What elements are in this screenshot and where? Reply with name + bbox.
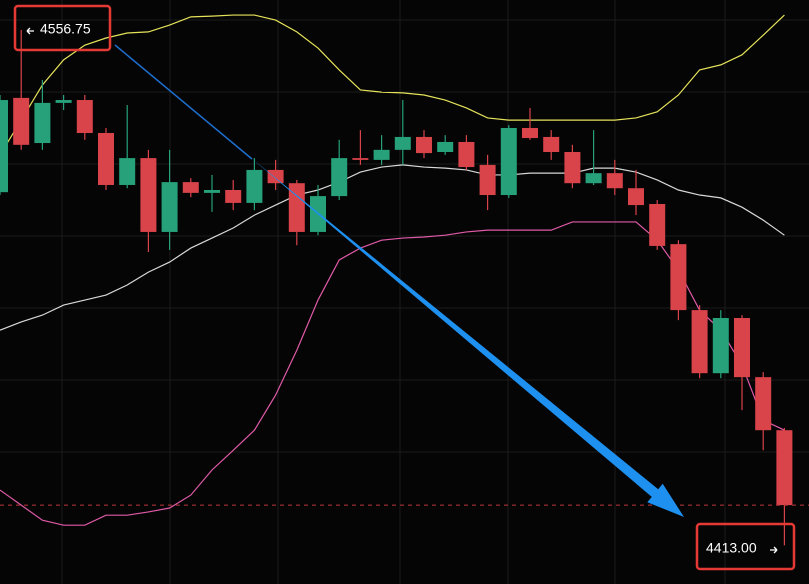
candle-body (776, 430, 793, 506)
left-arrow-icon (26, 27, 34, 35)
candle-body (140, 158, 157, 232)
candle-body (458, 141, 475, 168)
overlay (114, 44, 684, 517)
candle-body (13, 97, 30, 145)
candle-body (670, 244, 687, 311)
candle-body (691, 310, 708, 374)
candle-body (755, 377, 772, 431)
candle-body (734, 317, 750, 378)
candle-body (267, 169, 284, 184)
candle-body (606, 173, 623, 189)
candle-body (76, 100, 93, 134)
candle-body (479, 164, 496, 196)
right-arrow-icon (770, 546, 778, 554)
band-line (0, 14, 785, 156)
candle-body (331, 158, 348, 197)
candle-body (564, 152, 581, 184)
arrow-tail (114, 44, 253, 160)
candle-body (182, 182, 199, 193)
candle-body (585, 173, 602, 184)
arrow (250, 157, 684, 517)
candle-body (119, 158, 136, 185)
high-label: 4556.75 (40, 21, 91, 37)
candle-body (204, 190, 220, 193)
candle-body (712, 317, 729, 374)
candle-body (288, 183, 305, 232)
candle-body (246, 169, 263, 203)
candle-body (543, 136, 560, 153)
candle-body (352, 158, 369, 160)
candle-body (373, 149, 390, 160)
candle-body (161, 182, 178, 232)
candle-body (55, 100, 72, 103)
highlight-box (13, 4, 112, 52)
candle-body (500, 127, 517, 196)
candle-body (416, 136, 432, 154)
candle-body (98, 133, 114, 185)
band-line (0, 164, 785, 331)
candle-body (0, 100, 8, 193)
highlight-box (695, 522, 796, 571)
candle-body (437, 141, 454, 153)
candle-body (34, 102, 51, 144)
candle-body (394, 136, 411, 150)
candle-body (649, 203, 666, 246)
candle-body (522, 127, 538, 139)
candle-body (225, 190, 242, 203)
low-label: 4413.00 (706, 540, 757, 556)
candle-body (628, 188, 644, 206)
candles (0, 29, 793, 546)
